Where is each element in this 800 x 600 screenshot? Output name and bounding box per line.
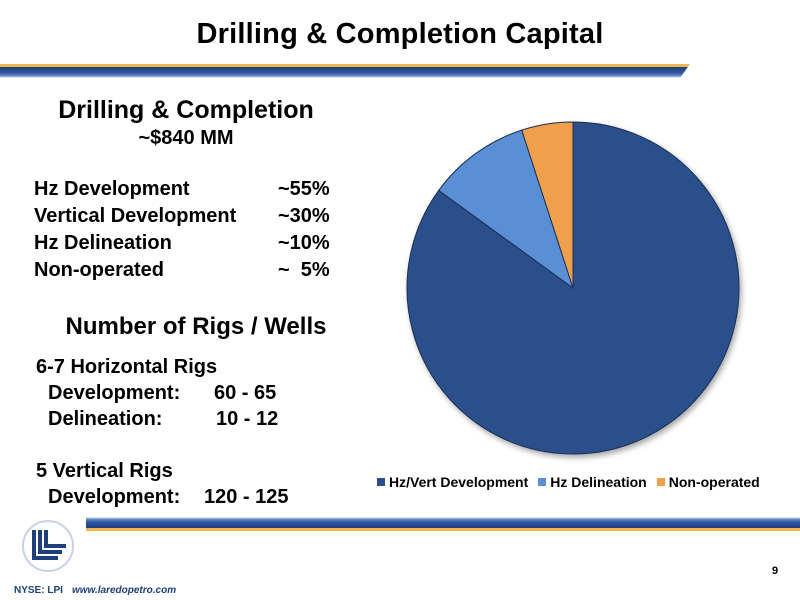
allocation-label: Vertical Development (34, 205, 237, 227)
horizontal-rigs-title: 6-7 Horizontal Rigs (36, 356, 218, 378)
horizontal-delineation-label: Delineation: (48, 408, 163, 430)
legend-swatch (538, 478, 547, 486)
legend-swatch (656, 478, 665, 486)
legend-item: Hz Delineation (538, 474, 647, 490)
pie-slice (438, 129, 574, 290)
legend-item: Hz/Vert Development (377, 474, 528, 490)
legend-item: Non-operated (656, 474, 760, 490)
allocation-label: Hz Development (34, 178, 190, 200)
horizontal-delineation-value: 10 - 12 (216, 408, 279, 430)
allocation-percent: ~ 5% (278, 259, 330, 281)
pie-slice (406, 121, 740, 455)
vertical-development-value: 120 - 125 (204, 486, 289, 508)
allocation-percent: ~30% (278, 205, 330, 227)
legend-label: Hz Delineation (550, 474, 647, 490)
legend-swatch (377, 478, 385, 486)
footer-ticker: NYSE: LPI (14, 585, 63, 596)
footer-divider-bar (86, 517, 800, 531)
vertical-rigs-title: 5 Vertical Rigs (36, 460, 173, 482)
allocation-percent: ~10% (278, 232, 330, 254)
legend-label: Hz/Vert Development (389, 474, 529, 490)
rigs-heading: Number of Rigs / Wells (65, 313, 327, 340)
page-number: 9 (772, 565, 779, 577)
slide-title: Drilling & Completion Capital (196, 18, 604, 50)
footer-website[interactable]: www.laredopetro.com (72, 585, 177, 596)
allocation-label: Non-operated (34, 259, 164, 281)
header-divider-bar (0, 64, 690, 78)
horizontal-development-value: 60 - 65 (214, 382, 277, 404)
capital-heading: Drilling & Completion (58, 96, 314, 124)
vertical-development-label: Development: (48, 486, 181, 508)
capital-amount: ~$840 MM (138, 127, 234, 149)
company-logo (22, 520, 74, 572)
legend-label: Non-operated (668, 474, 760, 490)
allocation-percent: ~55% (278, 178, 330, 200)
chart-legend: Hz/Vert Development Hz Delineation Non-o… (377, 474, 770, 490)
pie-slice (521, 121, 574, 289)
horizontal-development-label: Development: (48, 382, 181, 404)
allocation-label: Hz Delineation (34, 232, 172, 254)
